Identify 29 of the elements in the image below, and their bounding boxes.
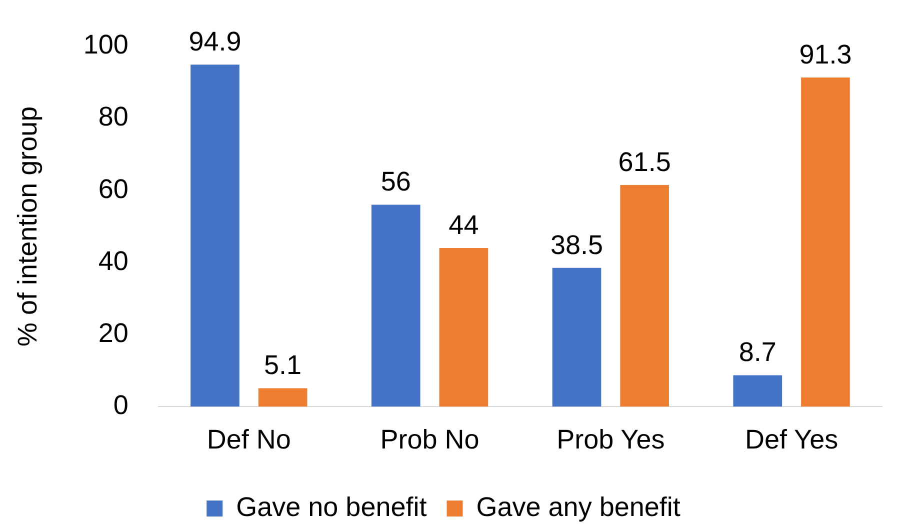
bar <box>190 64 240 407</box>
legend-label: Gave any benefit <box>476 492 681 522</box>
data-label: 94.9 <box>188 26 242 57</box>
data-label: 61.5 <box>618 146 671 177</box>
bar <box>733 375 782 407</box>
x-tick-label: Def Yes <box>745 424 838 454</box>
data-label: 44 <box>448 210 479 240</box>
legend-label: Gave no benefit <box>236 492 428 522</box>
y-tick-label: 40 <box>98 246 128 276</box>
x-tick-label: Prob Yes <box>556 424 665 454</box>
data-label: 8.7 <box>738 337 776 368</box>
bar <box>439 248 488 407</box>
y-tick-label: 20 <box>98 318 128 348</box>
bar <box>258 388 308 407</box>
bar <box>801 78 850 407</box>
bar <box>552 268 602 407</box>
y-tick-label: 0 <box>113 390 128 420</box>
y-axis-title: % of intention group <box>12 106 43 346</box>
bar <box>620 184 670 407</box>
y-tick-label: 80 <box>98 102 128 132</box>
data-label: 56 <box>380 166 411 197</box>
y-tick-label: 100 <box>83 30 128 60</box>
data-label: 5.1 <box>264 350 302 380</box>
data-label: 91.3 <box>799 40 852 70</box>
x-tick-label: Prob No <box>380 424 480 454</box>
bar <box>371 204 420 407</box>
data-label: 38.5 <box>550 230 604 260</box>
x-tick-label: Def No <box>206 424 291 454</box>
y-tick-label: 60 <box>98 174 128 204</box>
